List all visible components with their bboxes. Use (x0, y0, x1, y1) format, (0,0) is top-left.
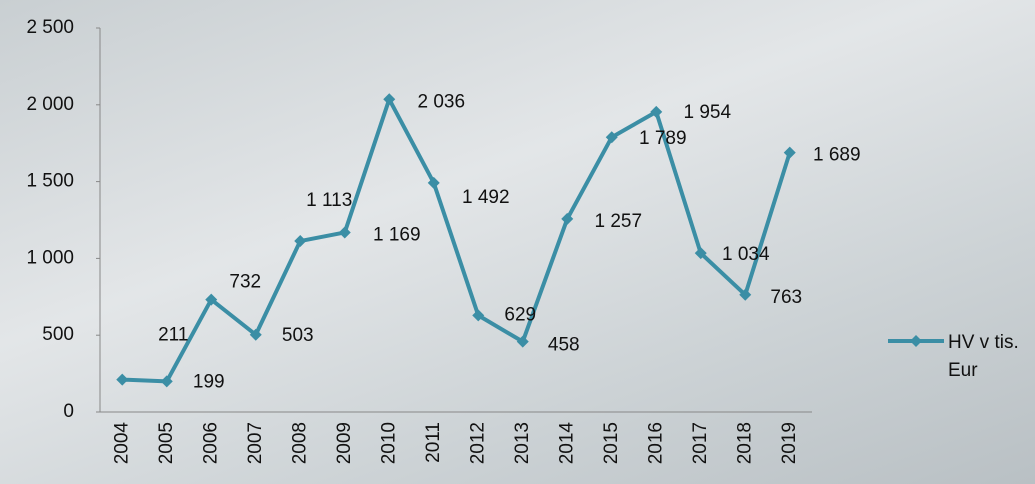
x-tick-label: 2014 (556, 422, 577, 465)
data-label: 211 (158, 325, 188, 346)
data-label: 503 (282, 325, 314, 346)
point-marker (650, 105, 663, 118)
legend-marker (910, 335, 922, 347)
x-tick-label: 2009 (334, 422, 355, 464)
x-tick-label: 2013 (512, 422, 533, 464)
data-label: 1 034 (722, 244, 770, 265)
series-line (122, 97, 792, 384)
y-tick-label: 500 (42, 324, 74, 345)
x-tick-label: 2012 (467, 422, 488, 464)
x-tick-label: 2018 (734, 422, 755, 464)
point-marker (427, 176, 440, 189)
point-marker (783, 146, 796, 159)
x-tick-label: 2019 (779, 422, 800, 464)
data-label: 458 (548, 335, 580, 356)
data-label: 763 (770, 287, 802, 308)
point-marker (739, 288, 752, 301)
point-marker (605, 131, 618, 144)
data-label: 199 (193, 371, 225, 392)
data-label: 1 789 (639, 128, 687, 149)
y-tick-label: 2 000 (26, 94, 74, 115)
point-marker (516, 335, 529, 348)
point-marker (694, 247, 707, 260)
data-label: 1 954 (683, 102, 731, 123)
legend-label: HV v tis. Eur (948, 332, 1019, 381)
x-tick-label: 2007 (245, 422, 266, 464)
data-label: 1 492 (462, 187, 510, 208)
x-tick-label: 2006 (200, 422, 221, 464)
point-marker (472, 309, 485, 322)
data-label: 1 689 (813, 145, 861, 166)
point-marker (561, 212, 574, 225)
y-tick-label: 1 000 (26, 247, 74, 268)
data-label: 1 257 (594, 211, 642, 232)
x-tick-label: 2011 (423, 422, 444, 463)
x-tick-label: 2016 (645, 422, 666, 464)
x-tick-label: 2015 (601, 422, 622, 464)
point-marker (116, 373, 129, 386)
y-tick-label: 2 500 (26, 17, 74, 38)
data-label: 732 (229, 272, 261, 293)
data-label: 1 113 (306, 190, 352, 211)
point-marker (294, 235, 307, 248)
y-tick-label: 1 500 (26, 171, 74, 192)
x-tick-label: 2010 (378, 422, 399, 464)
y-tick-label: 0 (63, 401, 74, 422)
x-tick-label: 2004 (111, 422, 132, 465)
data-label: 1 169 (373, 224, 421, 245)
data-label: 2 036 (417, 91, 465, 112)
x-tick-label: 2008 (289, 422, 310, 464)
point-marker (383, 93, 396, 106)
x-tick-label: 2005 (156, 422, 177, 464)
point-marker (338, 226, 351, 239)
point-marker (205, 293, 218, 306)
point-marker (160, 375, 173, 388)
point-marker (249, 328, 262, 341)
x-tick-label: 2017 (690, 422, 711, 464)
data-label: 629 (504, 304, 536, 325)
